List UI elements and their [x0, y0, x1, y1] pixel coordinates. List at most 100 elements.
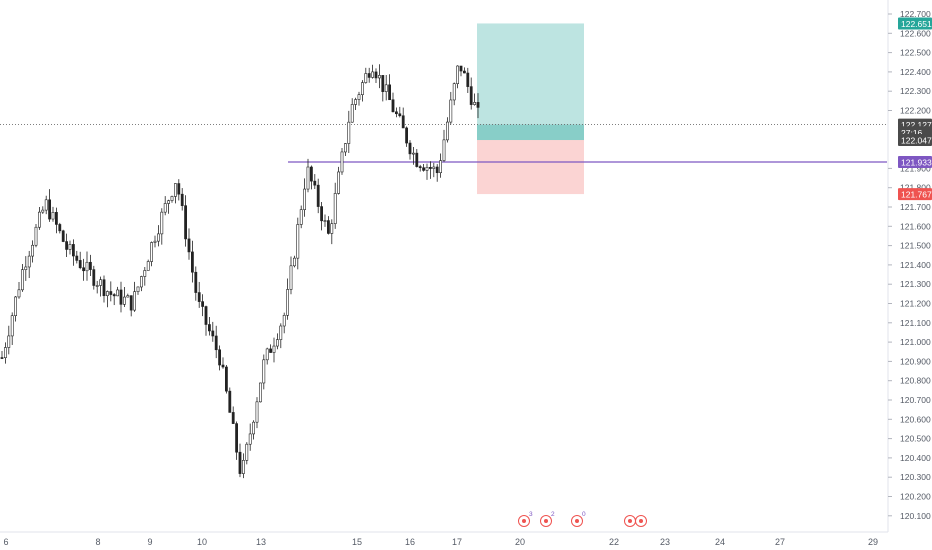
candle-down [381, 75, 385, 92]
candle-down [119, 289, 123, 305]
candle-down [48, 199, 52, 220]
candle-up [24, 266, 28, 270]
candle-up [99, 279, 103, 286]
x-tick-label: 9 [147, 537, 152, 547]
price-tag [898, 17, 932, 30]
candle-up [323, 220, 327, 222]
candle-up [299, 209, 303, 225]
candle-up [153, 240, 157, 243]
x-tick-label: 15 [352, 537, 362, 547]
position-target-zone [477, 23, 584, 141]
candle-up [136, 286, 140, 292]
candle-down [214, 335, 218, 351]
y-tick-label: 121.500 [900, 241, 931, 251]
candle-up [306, 166, 310, 190]
candle-down [221, 364, 225, 368]
candle-up [473, 102, 477, 105]
candle-up [275, 339, 279, 347]
candle-down [309, 166, 313, 182]
candle-up [68, 244, 72, 250]
candle-up [143, 270, 147, 277]
candle-down [208, 324, 211, 332]
candle-up [337, 171, 341, 194]
y-tick-label: 120.200 [900, 492, 931, 502]
candle-down [72, 244, 75, 257]
candle-up [248, 433, 252, 445]
event-marker-badge: 3 [529, 511, 533, 518]
x-tick-label: 10 [197, 537, 207, 547]
event-marker-dot [544, 519, 548, 523]
y-tick-label: 120.900 [900, 356, 931, 366]
candle-down [191, 251, 194, 273]
candle-up [37, 211, 41, 228]
candle-down [418, 166, 422, 169]
candle-up [140, 276, 143, 288]
y-tick-label: 121.400 [900, 260, 931, 270]
candle-down [194, 271, 198, 293]
candle-down [428, 166, 432, 169]
candle-down [388, 84, 392, 101]
y-tick-label: 121.800 [900, 183, 931, 193]
y-tick-label: 121.200 [900, 299, 931, 309]
candle-up [445, 121, 449, 141]
candle-up [133, 291, 137, 311]
candle-up [384, 84, 388, 92]
candle-down [405, 127, 409, 144]
candle-up [167, 200, 171, 204]
candle-down [313, 180, 317, 186]
candle-up [286, 289, 290, 316]
candle-down [201, 301, 205, 307]
candle-down [211, 330, 215, 337]
y-tick-label: 122.600 [900, 28, 931, 38]
candle-up [146, 261, 150, 271]
candle-up [265, 348, 269, 361]
candle-up [20, 269, 24, 291]
candle-up [106, 291, 109, 297]
x-tick-label: 6 [3, 537, 8, 547]
candle-down [374, 71, 378, 79]
candle-down [326, 220, 330, 234]
candle-down [78, 260, 82, 269]
candle-up [41, 209, 45, 213]
x-tick-label: 16 [405, 537, 415, 547]
candle-up [34, 226, 38, 246]
y-tick-label: 120.100 [900, 511, 931, 521]
candle-up [174, 183, 177, 197]
y-tick-label: 120.700 [900, 395, 931, 405]
event-marker-dot [522, 519, 526, 523]
candle-up [303, 188, 307, 210]
y-tick-label: 121.900 [900, 163, 931, 173]
candle-up [439, 160, 443, 174]
y-tick-label: 120.300 [900, 472, 931, 482]
y-tick-label: 121.100 [900, 318, 931, 328]
candle-up [252, 421, 256, 435]
candle-up [123, 296, 126, 305]
candle-down [218, 349, 222, 366]
candle-up [360, 82, 364, 95]
y-tick-label: 120.800 [900, 376, 931, 386]
candle-up [170, 196, 174, 201]
candle-up [343, 143, 347, 153]
y-tick-label: 120.400 [900, 453, 931, 463]
candle-down [109, 291, 113, 295]
candle-up [85, 261, 89, 272]
position-stop-zone [477, 140, 584, 195]
candle-down [462, 70, 466, 74]
y-tick-label: 122.400 [900, 67, 931, 77]
candle-down [187, 238, 191, 253]
candle-down [320, 206, 324, 222]
candle-up [116, 289, 120, 297]
candle-up [282, 315, 286, 327]
candle-down [225, 366, 228, 392]
candle-up [292, 257, 296, 267]
event-marker-dot [628, 519, 632, 523]
candle-up [160, 211, 164, 235]
candle-down [65, 241, 69, 250]
candle-up [340, 151, 344, 173]
x-tick-label: 20 [515, 537, 525, 547]
price-tag-label: 122.651 [901, 19, 932, 29]
candle-down [398, 113, 402, 117]
candle-down [197, 292, 201, 302]
x-tick-label: 17 [452, 537, 462, 547]
